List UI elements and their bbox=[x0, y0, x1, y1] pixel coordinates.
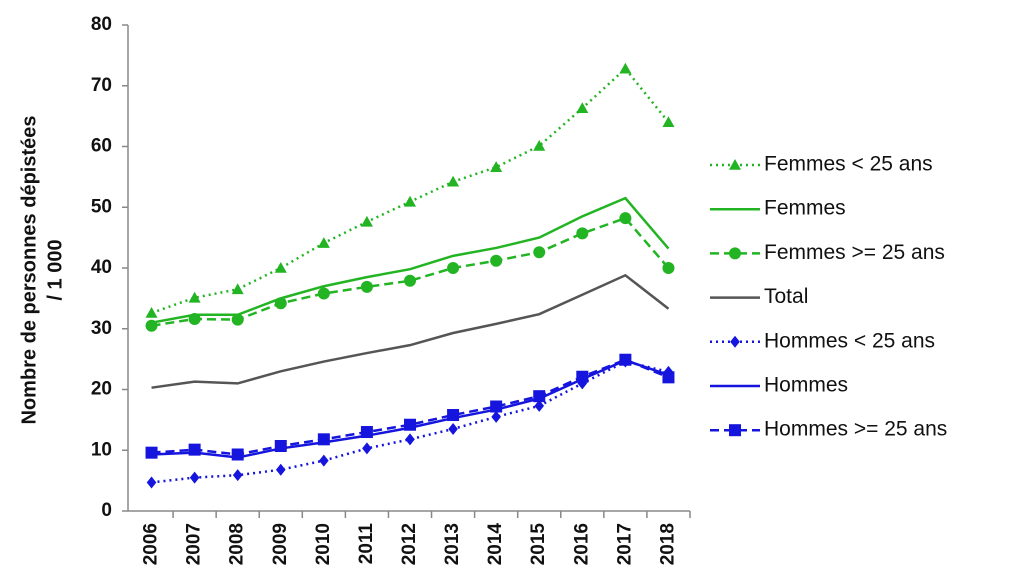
marker bbox=[189, 471, 200, 484]
y-tick-label: 0 bbox=[101, 500, 112, 521]
x-tick-label: 2016 bbox=[571, 523, 592, 565]
marker bbox=[662, 371, 675, 384]
legend-label: Femmes bbox=[764, 197, 846, 220]
y-axis-title: Nombre de personnes dépistées / 1 000 bbox=[18, 116, 66, 425]
marker bbox=[360, 215, 373, 227]
marker bbox=[533, 246, 546, 259]
marker bbox=[729, 424, 741, 437]
legend-label: Hommes >= 25 ans bbox=[764, 418, 947, 441]
marker bbox=[360, 426, 373, 439]
marker bbox=[490, 400, 503, 413]
x-tick-label: 2012 bbox=[399, 523, 420, 565]
y-tick-label: 60 bbox=[91, 136, 112, 157]
x-tick-label: 2017 bbox=[614, 523, 635, 565]
marker bbox=[231, 313, 244, 326]
marker bbox=[534, 399, 545, 412]
series-line bbox=[151, 273, 670, 389]
x-tick-label: 2008 bbox=[227, 523, 248, 565]
y-tick-label: 20 bbox=[91, 379, 112, 400]
series-line bbox=[151, 216, 670, 327]
marker bbox=[145, 446, 158, 459]
x-tick-label: 2011 bbox=[356, 523, 377, 565]
marker bbox=[145, 306, 158, 318]
marker bbox=[404, 195, 416, 207]
marker bbox=[146, 476, 157, 489]
x-tick-label: 2013 bbox=[442, 523, 463, 565]
marker bbox=[576, 370, 589, 383]
marker bbox=[490, 254, 503, 267]
legend-label: Femmes < 25 ans bbox=[764, 153, 933, 176]
marker bbox=[447, 175, 460, 187]
legend-label: Total bbox=[764, 285, 808, 308]
x-tick-label: 2015 bbox=[528, 523, 549, 566]
marker bbox=[274, 297, 287, 310]
marker bbox=[619, 212, 632, 225]
marker bbox=[662, 116, 675, 127]
marker bbox=[317, 237, 330, 248]
marker bbox=[729, 159, 741, 170]
marker bbox=[729, 247, 741, 260]
x-tick-label: 2006 bbox=[141, 523, 162, 565]
y-tick-label: 10 bbox=[91, 439, 112, 460]
marker bbox=[275, 463, 286, 476]
marker bbox=[319, 454, 329, 467]
marker bbox=[662, 262, 675, 274]
marker bbox=[490, 161, 503, 172]
y-tick-label: 50 bbox=[91, 196, 112, 217]
marker bbox=[405, 433, 415, 446]
series-line bbox=[151, 196, 670, 324]
marker bbox=[404, 274, 416, 287]
x-tick-label: 2010 bbox=[313, 523, 334, 565]
marker bbox=[576, 102, 589, 114]
marker bbox=[188, 443, 201, 456]
y-tick-label: 30 bbox=[91, 318, 112, 339]
marker bbox=[448, 422, 458, 435]
marker bbox=[491, 410, 501, 423]
marker bbox=[619, 353, 632, 366]
x-tick-label: 2007 bbox=[184, 523, 205, 565]
marker bbox=[576, 227, 589, 240]
y-tick-label: 70 bbox=[91, 75, 112, 96]
marker bbox=[232, 469, 243, 482]
y-axis-title-line: / 1 000 bbox=[44, 239, 66, 300]
legend-label: Hommes < 25 ans bbox=[764, 329, 935, 352]
marker bbox=[447, 409, 460, 422]
marker bbox=[362, 442, 372, 455]
marker bbox=[533, 390, 546, 403]
marker bbox=[317, 287, 330, 300]
x-tick-label: 2009 bbox=[270, 523, 291, 565]
marker bbox=[533, 139, 546, 151]
marker bbox=[274, 262, 287, 273]
legend-label: Hommes bbox=[764, 374, 848, 397]
marker bbox=[274, 439, 287, 452]
marker bbox=[145, 319, 158, 332]
marker bbox=[231, 283, 244, 295]
marker bbox=[188, 291, 201, 303]
x-tick-label: 2018 bbox=[657, 523, 678, 565]
marker bbox=[231, 448, 244, 461]
y-tick-label: 80 bbox=[91, 14, 112, 35]
marker bbox=[404, 418, 416, 431]
y-axis-title-line: Nombre de personnes dépistées bbox=[18, 116, 40, 425]
x-tick-label: 2014 bbox=[485, 523, 506, 566]
y-tick-label: 40 bbox=[91, 257, 112, 278]
legend-label: Femmes >= 25 ans bbox=[764, 241, 945, 264]
marker bbox=[360, 280, 373, 293]
marker bbox=[188, 313, 201, 326]
marker bbox=[619, 62, 632, 74]
marker bbox=[730, 335, 740, 348]
marker bbox=[447, 262, 460, 274]
marker bbox=[317, 433, 330, 446]
